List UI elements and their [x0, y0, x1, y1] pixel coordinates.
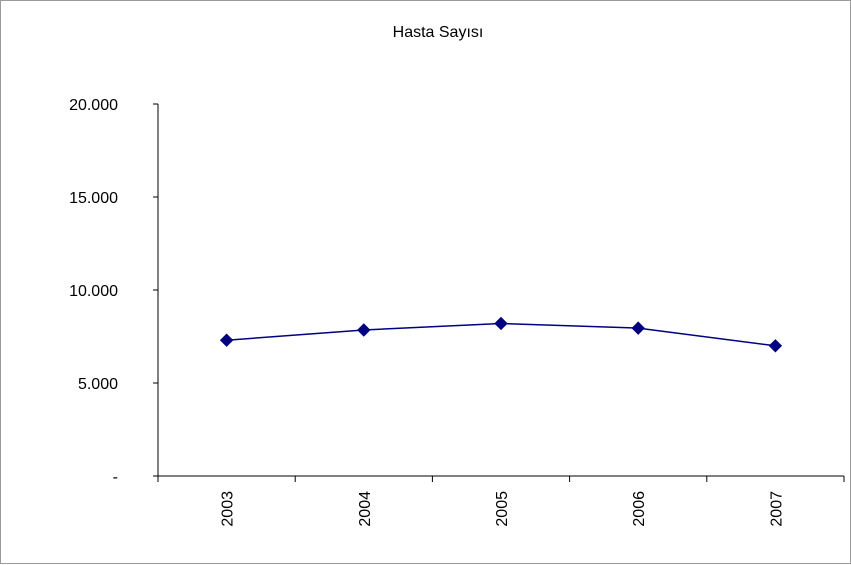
- chart-title: Hasta Sayısı: [393, 24, 484, 41]
- x-tick-label: 2007: [768, 491, 785, 527]
- y-tick-label: 10.000: [69, 283, 118, 300]
- x-tick-label: 2003: [220, 491, 237, 527]
- data-point: [631, 321, 645, 335]
- y-tick-label: 5.000: [78, 376, 118, 393]
- x-tick-label: 2006: [631, 491, 648, 527]
- x-tick-label: 2005: [494, 491, 511, 527]
- x-tick-label: 2004: [357, 491, 374, 527]
- plot-area: - 5.000 10.000 15.000 20.000 2003 2004 2005 2006…: [69, 97, 845, 527]
- y-tick-label: -: [113, 469, 118, 486]
- y-tick-label: 15.000: [69, 190, 118, 207]
- data-point: [494, 316, 508, 331]
- data-point: [768, 339, 783, 353]
- data-point: [219, 333, 234, 347]
- y-tick-label: 20.000: [69, 97, 118, 114]
- data-point: [357, 323, 371, 337]
